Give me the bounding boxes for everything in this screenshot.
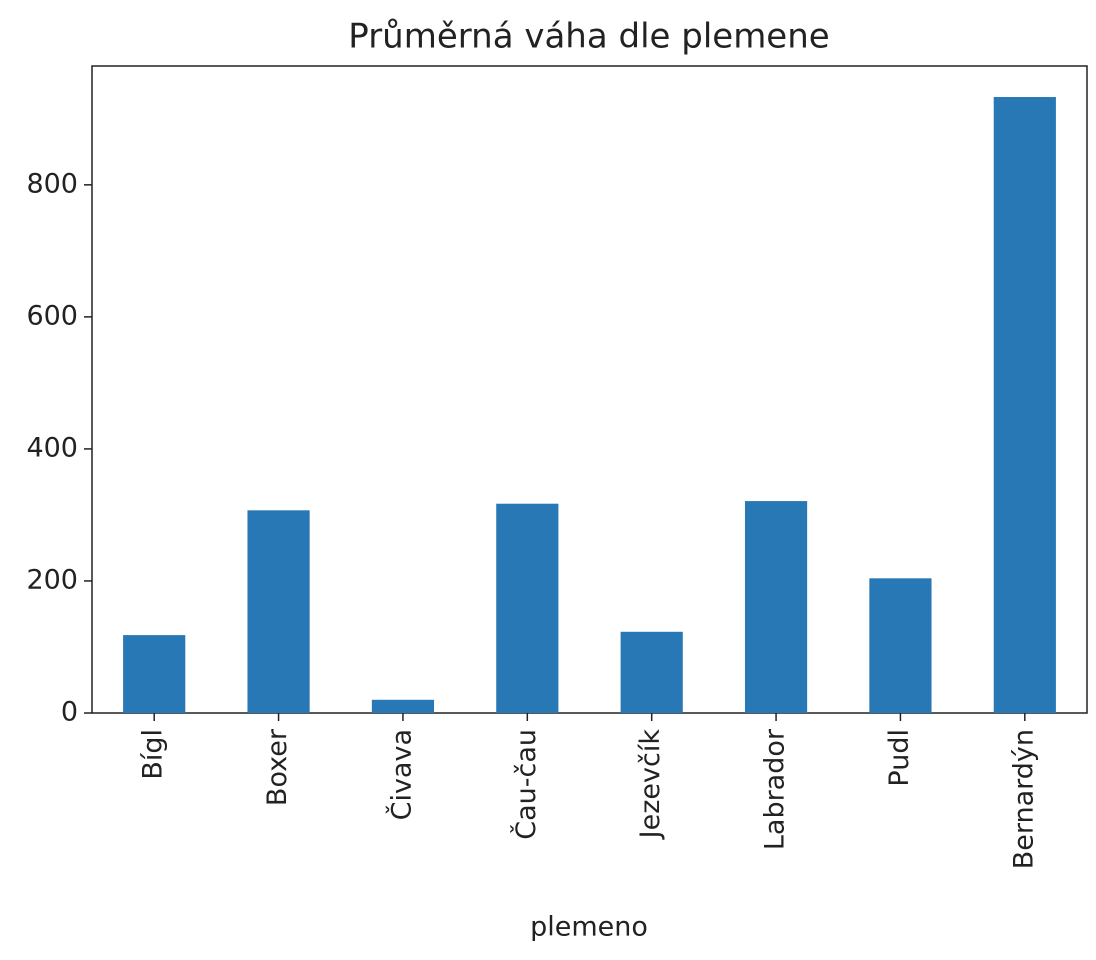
bar [123,635,186,713]
chart-title: Průměrná váha dle plemene [348,17,829,57]
x-tick-label: Labrador [760,728,791,850]
x-tick-label: Boxer [262,728,293,806]
x-tick-label: Bígl [138,729,169,780]
bar [496,503,559,713]
x-tick-label: Čivava [385,729,417,820]
bar [869,578,932,713]
bar [247,510,310,713]
y-tick-label: 400 [26,432,78,463]
y-tick-label: 600 [26,300,78,331]
bar [371,699,435,713]
x-tick-label: Bernardýn [1008,729,1039,869]
y-tick-label: 0 [61,697,78,728]
y-tick-label: 200 [26,564,78,595]
y-tick-label: 800 [26,168,78,199]
x-axis-label: plemeno [530,912,648,943]
plot-frame [91,65,1088,714]
x-tick-label: Pudl [884,729,915,787]
bar [993,97,1056,713]
x-tick-label: Jezevčík [635,729,666,841]
bar [744,501,808,713]
bar [620,631,683,713]
x-tick-label: Čau-čau [510,729,542,840]
